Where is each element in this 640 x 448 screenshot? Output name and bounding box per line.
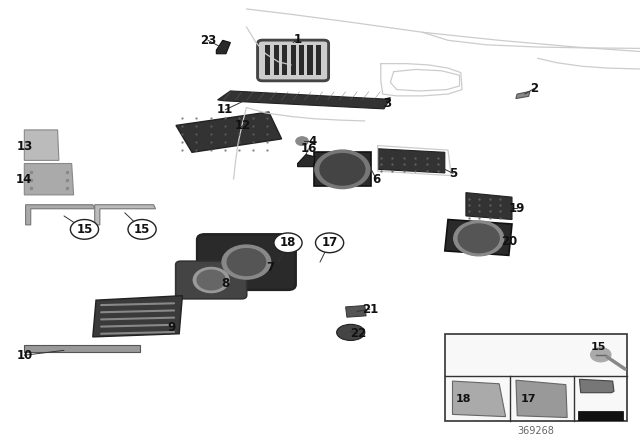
FancyBboxPatch shape — [197, 234, 296, 290]
Text: 22: 22 — [350, 327, 367, 340]
Text: 12: 12 — [235, 119, 252, 132]
Text: 1: 1 — [294, 33, 301, 46]
Ellipse shape — [337, 324, 365, 340]
Polygon shape — [218, 91, 390, 109]
Bar — [299, 46, 304, 76]
Text: 4: 4 — [308, 134, 316, 148]
Text: 18: 18 — [455, 394, 471, 404]
Circle shape — [296, 137, 308, 146]
Text: 2: 2 — [530, 82, 538, 95]
Text: 17: 17 — [521, 394, 536, 404]
Text: 18: 18 — [280, 236, 296, 250]
Polygon shape — [452, 381, 506, 417]
Text: 3: 3 — [383, 97, 391, 111]
Text: 9: 9 — [168, 320, 175, 334]
Circle shape — [320, 154, 365, 185]
FancyBboxPatch shape — [175, 261, 247, 299]
Text: 17: 17 — [321, 236, 338, 250]
Bar — [266, 46, 271, 76]
Circle shape — [128, 220, 156, 239]
Polygon shape — [95, 205, 156, 225]
Text: 13: 13 — [16, 140, 33, 154]
Bar — [316, 46, 321, 76]
Circle shape — [458, 224, 499, 253]
Text: 20: 20 — [500, 235, 517, 249]
Text: 15: 15 — [134, 223, 150, 236]
Polygon shape — [445, 220, 512, 255]
Circle shape — [316, 233, 344, 253]
Bar — [24, 345, 140, 352]
Polygon shape — [516, 380, 567, 418]
Bar — [291, 46, 296, 76]
Text: 15: 15 — [76, 223, 93, 236]
Text: 10: 10 — [16, 349, 33, 362]
Polygon shape — [579, 379, 614, 393]
Circle shape — [197, 270, 225, 290]
Circle shape — [274, 233, 302, 253]
Circle shape — [227, 249, 266, 276]
Polygon shape — [26, 205, 95, 225]
Circle shape — [70, 220, 99, 239]
Polygon shape — [466, 193, 512, 220]
Polygon shape — [346, 306, 366, 317]
Polygon shape — [314, 152, 371, 186]
Polygon shape — [93, 296, 182, 337]
Text: 6: 6 — [372, 172, 380, 186]
Polygon shape — [176, 112, 282, 152]
Bar — [578, 411, 623, 420]
FancyBboxPatch shape — [258, 40, 329, 81]
Text: 23: 23 — [200, 34, 216, 47]
Bar — [307, 46, 312, 76]
Text: 7: 7 — [266, 260, 274, 274]
Circle shape — [315, 150, 370, 189]
Polygon shape — [24, 130, 59, 160]
Text: 19: 19 — [509, 202, 525, 215]
Circle shape — [454, 221, 504, 256]
Polygon shape — [298, 155, 315, 167]
Text: 369268: 369268 — [518, 426, 554, 436]
Circle shape — [193, 267, 229, 293]
Text: 15: 15 — [590, 342, 605, 352]
Bar — [445, 334, 627, 421]
Text: 11: 11 — [217, 103, 234, 116]
Text: 16: 16 — [300, 142, 317, 155]
Bar — [282, 46, 287, 76]
Polygon shape — [516, 91, 530, 99]
Text: 5: 5 — [449, 167, 457, 180]
Polygon shape — [378, 149, 445, 173]
Text: 14: 14 — [16, 172, 33, 186]
Bar — [274, 46, 279, 76]
Polygon shape — [24, 164, 74, 195]
Text: 8: 8 — [221, 276, 229, 290]
Circle shape — [222, 245, 271, 279]
Circle shape — [591, 348, 611, 362]
Polygon shape — [216, 40, 230, 54]
Text: 21: 21 — [362, 302, 378, 316]
